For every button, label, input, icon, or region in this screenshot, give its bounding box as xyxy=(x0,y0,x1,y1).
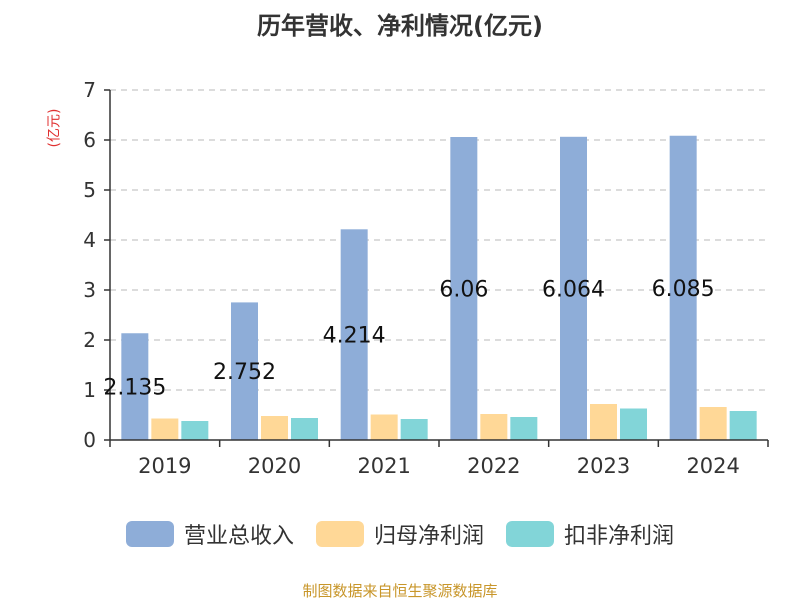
data-label: 2.135 xyxy=(103,376,166,401)
data-label: 6.064 xyxy=(542,277,605,302)
y-tick-label: 1 xyxy=(83,378,96,402)
bar-1-2019[interactable] xyxy=(151,418,179,441)
x-tick-label: 2024 xyxy=(686,454,739,478)
bar-2-2021[interactable] xyxy=(400,419,428,440)
legend-swatch-revenue xyxy=(125,521,174,547)
y-axis-ticks: 0 1 2 3 4 5 6 7 xyxy=(83,78,111,452)
legend-label-revenue: 营业总收入 xyxy=(183,524,294,549)
legend-swatch-net-profit xyxy=(315,521,364,547)
bar-1-2020[interactable] xyxy=(261,416,288,440)
x-tick-label: 2023 xyxy=(577,454,630,478)
bar-2-2023[interactable] xyxy=(620,408,647,441)
bar-0-2019[interactable] xyxy=(121,333,149,440)
data-label: 6.06 xyxy=(439,278,488,303)
y-tick-label: 3 xyxy=(83,278,96,302)
x-tick-label: 2020 xyxy=(248,454,301,478)
data-source-note: 制图数据来自恒生聚源数据库 xyxy=(302,582,498,600)
bar-2-2019[interactable] xyxy=(181,421,209,440)
legend-swatch-deducted-profit xyxy=(506,521,554,547)
bar-0-2022[interactable] xyxy=(450,137,478,440)
x-tick-label: 2022 xyxy=(467,454,520,478)
bar-1-2021[interactable] xyxy=(370,414,398,441)
legend-item-deducted-profit[interactable]: 扣非净利润 xyxy=(506,518,674,550)
y-tick-label: 6 xyxy=(83,128,96,152)
y-tick-label: 5 xyxy=(83,178,96,202)
legend-item-revenue[interactable]: 营业总收入 xyxy=(125,518,294,550)
legend-label-deducted-profit: 扣非净利润 xyxy=(564,524,675,549)
bar-2-2020[interactable] xyxy=(291,418,318,440)
bar-1-2022[interactable] xyxy=(480,414,508,440)
grid-lines xyxy=(110,89,768,391)
x-axis: 2019 2020 2021 2022 2023 2024 xyxy=(109,439,769,478)
bar-0-2023[interactable] xyxy=(560,136,587,441)
data-label: 2.752 xyxy=(213,360,276,385)
y-tick-label: 0 xyxy=(83,428,96,452)
legend-label-net-profit: 归母净利润 xyxy=(373,524,484,549)
data-label: 6.085 xyxy=(652,277,715,302)
bar-0-2020[interactable] xyxy=(231,302,258,440)
x-tick-label: 2021 xyxy=(357,454,410,478)
bar-2-2024[interactable] xyxy=(729,411,757,440)
y-tick-label: 4 xyxy=(83,228,96,252)
x-tick-label: 2019 xyxy=(138,454,191,478)
bar-2-2022[interactable] xyxy=(510,417,538,440)
y-tick-label: 7 xyxy=(83,78,96,102)
bar-1-2023[interactable] xyxy=(590,404,617,440)
legend-item-net-profit[interactable]: 归母净利润 xyxy=(315,518,484,550)
legend: 营业总收入 归母净利润 扣非净利润 xyxy=(0,518,800,550)
bar-series xyxy=(121,135,757,441)
data-label: 4.214 xyxy=(323,324,386,349)
bar-1-2024[interactable] xyxy=(699,407,727,440)
bar-0-2021[interactable] xyxy=(340,229,368,440)
y-tick-label: 2 xyxy=(83,328,96,352)
chart-title: 历年营收、净利情况(亿元) xyxy=(257,12,543,40)
data-labels: 2.135 2.752 4.214 6.06 6.064 6.085 xyxy=(103,277,714,401)
bar-0-2024[interactable] xyxy=(669,135,697,440)
